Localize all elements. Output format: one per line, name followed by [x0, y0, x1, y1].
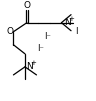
Text: O: O [6, 27, 13, 36]
Text: O: O [23, 1, 30, 10]
Text: N: N [26, 62, 33, 71]
Text: I: I [76, 27, 78, 36]
Text: +: + [31, 60, 37, 66]
Text: I⁻: I⁻ [37, 44, 44, 53]
Text: N: N [64, 18, 71, 27]
Text: +: + [69, 16, 74, 22]
Text: I⁻: I⁻ [45, 32, 51, 41]
